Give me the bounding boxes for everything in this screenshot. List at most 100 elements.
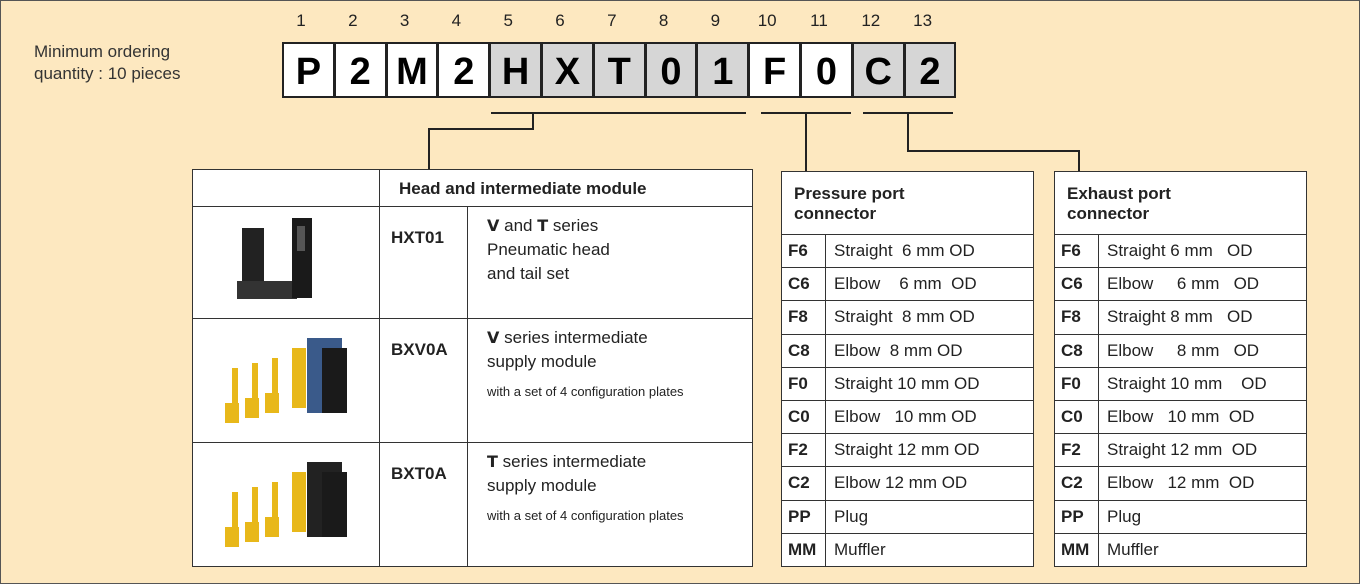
product-image [237, 218, 312, 299]
description-text: T [537, 216, 549, 235]
port-code: MM [788, 539, 817, 559]
description-line: and tail set [487, 264, 569, 284]
position-number: 2 [348, 11, 358, 30]
row-divider [1055, 333, 1306, 335]
port-code: F8 [1061, 307, 1081, 327]
code-char: 2 [437, 42, 491, 98]
port-description: Straight 10 mm OD [1107, 373, 1267, 393]
row-divider [782, 433, 1033, 435]
row-divider [782, 499, 1033, 501]
position-number: 11 [810, 11, 828, 30]
port-code: C0 [1061, 407, 1083, 426]
bracket-exhaust [863, 112, 1080, 171]
description-text: and [499, 216, 538, 235]
code-char: 0 [800, 42, 853, 98]
port-description: Elbow 10 mm OD [1107, 407, 1255, 426]
exhaust-table: Exhaust port connector F6 Straight 6 mm OD C… [1054, 171, 1307, 567]
table-title: connector [1067, 204, 1150, 223]
position-number: 6 [555, 11, 565, 30]
port-description: Elbow 12 mm OD [834, 473, 968, 493]
port-description: Straight 10 mm OD [834, 373, 980, 393]
description-text: and tail set [487, 264, 570, 283]
row-divider [1055, 400, 1306, 401]
port-code: PP [788, 506, 811, 526]
description-note: with a set of 4 configuration plates [487, 384, 684, 399]
module-code: HXT01 [391, 228, 444, 247]
port-description: Straight 8 mm OD [1107, 307, 1253, 327]
module-code: BXT0A [391, 464, 447, 483]
code-char: 1 [696, 42, 750, 98]
description-line: V series intermediate [487, 328, 648, 348]
product-image [225, 338, 347, 423]
port-description: Muffler [1107, 539, 1159, 559]
row-divider [193, 442, 752, 443]
row-divider [782, 267, 1033, 269]
row-divider [1055, 433, 1306, 435]
port-code: F6 [788, 241, 808, 260]
description-line: Pneumatic head [487, 240, 610, 260]
row-divider [782, 532, 1033, 534]
row-divider [782, 366, 1033, 368]
header-divider [193, 206, 752, 207]
code-char: 0 [644, 42, 698, 98]
head-table: Head and intermediate module HXT01 V and T… [192, 169, 753, 567]
row-divider [782, 300, 1033, 302]
port-description: Muffler [834, 539, 886, 559]
position-number: 10 [757, 11, 777, 30]
row-divider [1055, 499, 1306, 501]
table-title: Pressure port [794, 184, 905, 203]
position-number: 1 [296, 11, 306, 30]
row-divider [1055, 366, 1306, 368]
port-description: Elbow 6 mm OD [1107, 274, 1260, 294]
port-description: Straight 12 mm OD [1107, 440, 1258, 460]
row-divider [1055, 300, 1306, 302]
description-text: series intermediate [499, 328, 648, 347]
port-description: Elbow 6 mm OD [834, 274, 977, 294]
row-divider [782, 234, 1033, 235]
port-code: F2 [788, 440, 808, 460]
note-line: Minimum ordering [34, 42, 171, 61]
column-divider [467, 206, 468, 566]
code-char: F [748, 42, 801, 98]
port-description: Elbow 8 mm OD [834, 340, 963, 360]
port-code: C8 [788, 340, 810, 360]
description-note: with a set of 4 configuration plates [487, 508, 684, 523]
port-code: C8 [1061, 340, 1083, 360]
module-code: BXV0A [391, 340, 448, 359]
description-line: supply module [487, 476, 597, 496]
code-char: X [541, 42, 594, 98]
position-number: 5 [503, 11, 513, 30]
column-divider [379, 170, 380, 566]
code-char: P [282, 42, 335, 98]
code-char: T [592, 42, 646, 98]
row-divider [1055, 532, 1306, 534]
port-code: MM [1061, 539, 1090, 559]
code-char: 2 [333, 42, 387, 98]
port-code: C6 [1061, 274, 1083, 294]
port-code: C2 [788, 473, 810, 493]
code-char: 2 [903, 42, 957, 98]
port-code: F0 [1061, 373, 1081, 393]
port-description: Plug [1107, 506, 1142, 526]
position-number: 12 [861, 11, 881, 30]
position-number: 3 [399, 11, 410, 30]
description-text: T [487, 452, 498, 471]
min-order-note: Minimum ordering quantity : 10 pieces [34, 41, 180, 85]
description-text: V [487, 328, 500, 347]
note-line: quantity : 10 pieces [34, 64, 181, 83]
port-description: Straight 6 mm OD [834, 241, 975, 260]
position-number: 9 [710, 11, 721, 30]
description-text: series [548, 216, 599, 235]
port-description: Elbow 12 mm OD [1107, 473, 1255, 493]
port-code: F6 [1061, 241, 1081, 260]
port-code: C6 [788, 274, 810, 294]
description-text: supply module [487, 476, 597, 495]
port-code: PP [1061, 506, 1084, 526]
port-code: F0 [788, 373, 808, 393]
code-char: M [385, 42, 439, 98]
position-number: 4 [451, 11, 462, 30]
row-divider [782, 400, 1033, 401]
port-code: F2 [1061, 440, 1081, 460]
